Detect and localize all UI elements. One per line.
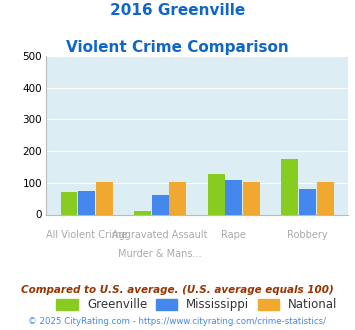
- Text: © 2025 CityRating.com - https://www.cityrating.com/crime-statistics/: © 2025 CityRating.com - https://www.city…: [28, 317, 327, 326]
- Bar: [243, 182, 260, 214]
- Bar: [317, 182, 334, 214]
- Text: Robbery: Robbery: [287, 230, 328, 240]
- Bar: [281, 159, 298, 214]
- Bar: [152, 195, 169, 214]
- Bar: [60, 192, 77, 214]
- Text: Aggravated Assault: Aggravated Assault: [113, 230, 208, 240]
- Text: Murder & Mans...: Murder & Mans...: [119, 249, 202, 259]
- Bar: [78, 191, 95, 214]
- Bar: [169, 182, 186, 214]
- Bar: [225, 180, 242, 214]
- Bar: [299, 189, 316, 214]
- Text: All Violent Crime: All Violent Crime: [46, 230, 127, 240]
- Text: 2016 Greenville: 2016 Greenville: [110, 3, 245, 18]
- Text: Rape: Rape: [222, 230, 246, 240]
- Text: Violent Crime Comparison: Violent Crime Comparison: [66, 40, 289, 54]
- Bar: [134, 211, 151, 215]
- Bar: [208, 174, 225, 214]
- Bar: [96, 182, 113, 214]
- Legend: Greenville, Mississippi, National: Greenville, Mississippi, National: [53, 295, 341, 315]
- Text: Compared to U.S. average. (U.S. average equals 100): Compared to U.S. average. (U.S. average …: [21, 285, 334, 295]
